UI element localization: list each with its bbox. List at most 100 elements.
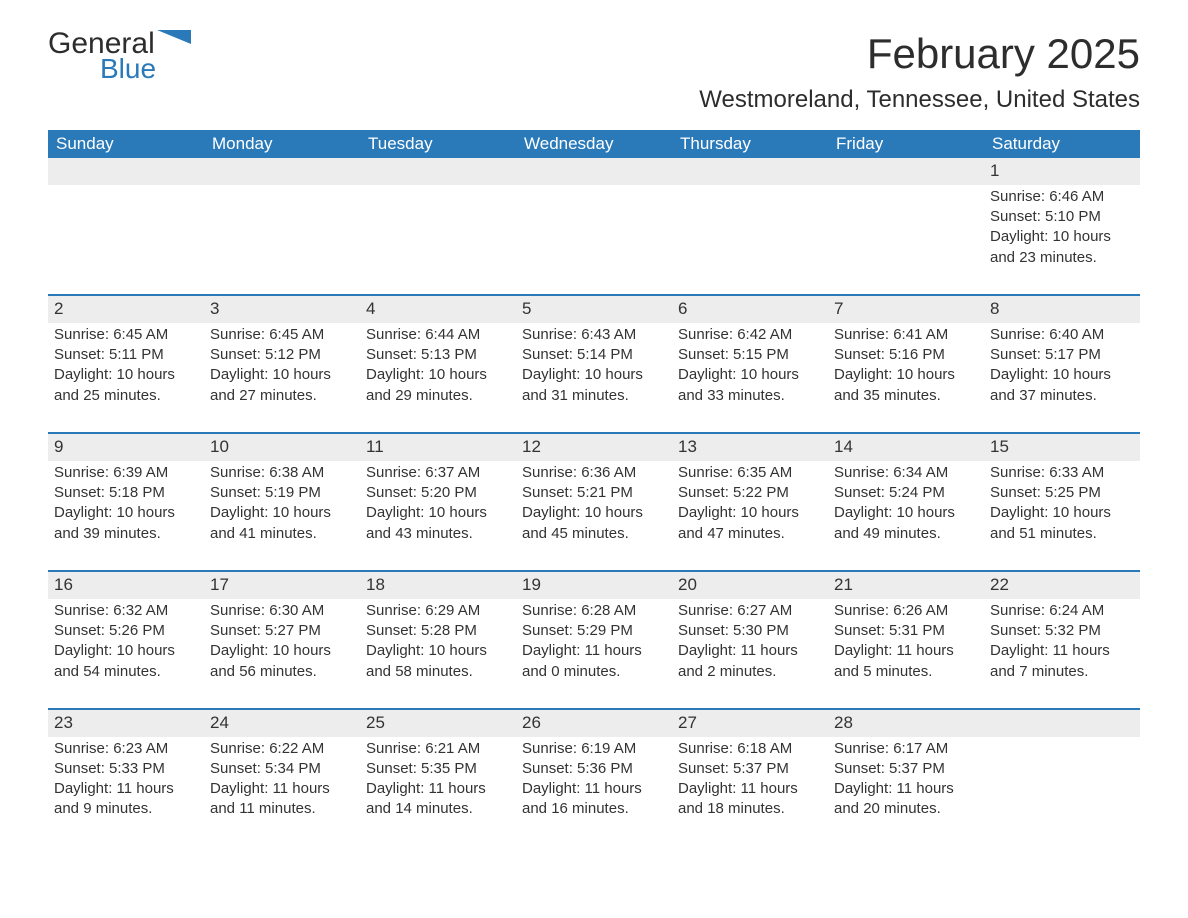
day-detail-cell: Sunrise: 6:24 AMSunset: 5:32 PMDaylight:… [984,599,1140,709]
day-detail-cell: Sunrise: 6:27 AMSunset: 5:30 PMDaylight:… [672,599,828,709]
day-detail-cell: Sunrise: 6:46 AMSunset: 5:10 PMDaylight:… [984,185,1140,295]
daylight-text: Daylight: 10 hours and 43 minutes. [366,503,510,544]
sunrise-text: Sunrise: 6:30 AM [210,601,354,621]
day-detail-cell: Sunrise: 6:35 AMSunset: 5:22 PMDaylight:… [672,461,828,571]
day-detail-cell: Sunrise: 6:29 AMSunset: 5:28 PMDaylight:… [360,599,516,709]
day-number-cell [828,158,984,185]
day-detail-cell: Sunrise: 6:22 AMSunset: 5:34 PMDaylight:… [204,737,360,846]
week-detail-row: Sunrise: 6:23 AMSunset: 5:33 PM Daylight:… [48,737,1140,846]
sunset-text: Sunset: 5:19 PM [210,483,354,503]
day-number-cell: 22 [984,571,1140,599]
day-number-cell: 23 [48,709,204,737]
sunset-text: Sunset: 5:29 PM [522,621,666,641]
sunrise-text: Sunrise: 6:39 AM [54,463,198,483]
day-number-cell: 17 [204,571,360,599]
daylight-text: Daylight: 11 hours and 14 minutes. [366,779,510,820]
sunrise-text: Sunrise: 6:36 AM [522,463,666,483]
day-detail-cell: Sunrise: 6:26 AMSunset: 5:31 PMDaylight:… [828,599,984,709]
day-number-cell [516,158,672,185]
calendar-table: Sunday Monday Tuesday Wednesday Thursday… [48,130,1140,846]
day-number-cell: 3 [204,295,360,323]
day-detail-cell: Sunrise: 6:33 AMSunset: 5:25 PMDaylight:… [984,461,1140,571]
logo: General Blue [48,30,191,85]
daylight-text: Daylight: 10 hours and 54 minutes. [54,641,198,682]
day-number-cell: 8 [984,295,1140,323]
daylight-text: Daylight: 11 hours and 2 minutes. [678,641,822,682]
sunset-text: Sunset: 5:24 PM [834,483,978,503]
day-detail-cell: Sunrise: 6:40 AMSunset: 5:17 PMDaylight:… [984,323,1140,433]
sunset-text: Sunset: 5:20 PM [366,483,510,503]
daylight-text: Daylight: 10 hours and 41 minutes. [210,503,354,544]
sunset-text: Sunset: 5:17 PM [990,345,1134,365]
day-number-cell: 15 [984,433,1140,461]
daylight-text: Daylight: 10 hours and 37 minutes. [990,365,1134,406]
sunrise-text: Sunrise: 6:34 AM [834,463,978,483]
sunset-text: Sunset: 5:16 PM [834,345,978,365]
day-header: Tuesday [360,130,516,158]
daylight-text: Daylight: 11 hours and 0 minutes. [522,641,666,682]
day-header: Wednesday [516,130,672,158]
sunrise-text: Sunrise: 6:21 AM [366,739,510,759]
sunrise-text: Sunrise: 6:42 AM [678,325,822,345]
sunrise-text: Sunrise: 6:40 AM [990,325,1134,345]
sunrise-text: Sunrise: 6:35 AM [678,463,822,483]
daylight-text: Daylight: 10 hours and 23 minutes. [990,227,1134,268]
sunrise-text: Sunrise: 6:37 AM [366,463,510,483]
day-number-cell [48,158,204,185]
day-number-cell: 18 [360,571,516,599]
day-header: Friday [828,130,984,158]
day-detail-cell: Sunrise: 6:28 AMSunset: 5:29 PMDaylight:… [516,599,672,709]
day-detail-cell: Sunrise: 6:23 AMSunset: 5:33 PMDaylight:… [48,737,204,846]
sunset-text: Sunset: 5:13 PM [366,345,510,365]
day-number-cell: 5 [516,295,672,323]
sunset-text: Sunset: 5:33 PM [54,759,198,779]
day-number-cell: 20 [672,571,828,599]
day-number-cell: 7 [828,295,984,323]
day-detail-cell: Sunrise: 6:37 AMSunset: 5:20 PMDaylight:… [360,461,516,571]
day-detail-cell: Sunrise: 6:34 AMSunset: 5:24 PMDaylight:… [828,461,984,571]
sunrise-text: Sunrise: 6:18 AM [678,739,822,759]
sunrise-text: Sunrise: 6:32 AM [54,601,198,621]
daylight-text: Daylight: 11 hours and 11 minutes. [210,779,354,820]
daylight-text: Daylight: 11 hours and 16 minutes. [522,779,666,820]
day-detail-cell: Sunrise: 6:36 AMSunset: 5:21 PMDaylight:… [516,461,672,571]
day-detail-cell: Sunrise: 6:18 AMSunset: 5:37 PMDaylight:… [672,737,828,846]
day-header-row: Sunday Monday Tuesday Wednesday Thursday… [48,130,1140,158]
sunrise-text: Sunrise: 6:23 AM [54,739,198,759]
week-daynum-row: 16171819202122 [48,571,1140,599]
title-block: February 2025 Westmoreland, Tennessee, U… [699,30,1140,114]
day-number-cell: 21 [828,571,984,599]
daylight-text: Daylight: 11 hours and 18 minutes. [678,779,822,820]
day-number-cell: 12 [516,433,672,461]
day-detail-cell [984,737,1140,846]
daylight-text: Daylight: 10 hours and 29 minutes. [366,365,510,406]
day-number-cell: 14 [828,433,984,461]
day-number-cell [360,158,516,185]
day-number-cell: 16 [48,571,204,599]
sunset-text: Sunset: 5:28 PM [366,621,510,641]
day-detail-cell [48,185,204,295]
day-detail-cell: Sunrise: 6:39 AMSunset: 5:18 PMDaylight:… [48,461,204,571]
sunset-text: Sunset: 5:27 PM [210,621,354,641]
sunrise-text: Sunrise: 6:45 AM [54,325,198,345]
day-number-cell: 26 [516,709,672,737]
day-number-cell: 10 [204,433,360,461]
day-header: Monday [204,130,360,158]
day-header: Saturday [984,130,1140,158]
daylight-text: Daylight: 10 hours and 45 minutes. [522,503,666,544]
day-number-cell: 9 [48,433,204,461]
day-number-cell: 25 [360,709,516,737]
daylight-text: Daylight: 10 hours and 25 minutes. [54,365,198,406]
month-title: February 2025 [699,30,1140,78]
week-daynum-row: 232425262728 [48,709,1140,737]
daylight-text: Daylight: 10 hours and 31 minutes. [522,365,666,406]
sunset-text: Sunset: 5:21 PM [522,483,666,503]
sunrise-text: Sunrise: 6:22 AM [210,739,354,759]
day-detail-cell: Sunrise: 6:38 AMSunset: 5:19 PMDaylight:… [204,461,360,571]
sunrise-text: Sunrise: 6:43 AM [522,325,666,345]
week-detail-row: Sunrise: 6:46 AMSunset: 5:10 PMDaylight:… [48,185,1140,295]
week-daynum-row: 1 [48,158,1140,185]
daylight-text: Daylight: 10 hours and 47 minutes. [678,503,822,544]
day-number-cell: 28 [828,709,984,737]
sunset-text: Sunset: 5:35 PM [366,759,510,779]
